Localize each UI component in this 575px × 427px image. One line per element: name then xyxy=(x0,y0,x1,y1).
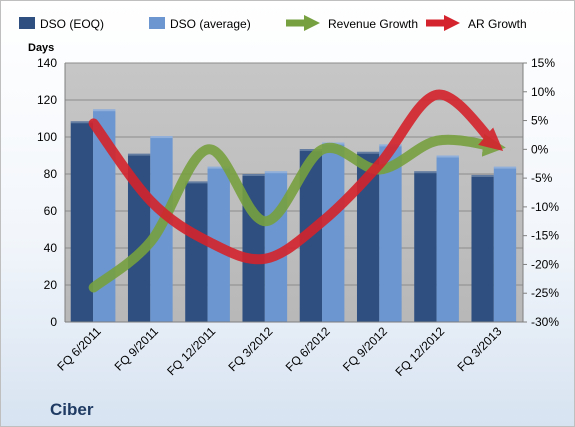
x-tick-label: FQ 9/2011 xyxy=(112,324,162,374)
y-tick-label: 40 xyxy=(44,241,58,255)
plot-area xyxy=(64,62,524,323)
x-tick-label: FQ 12/2011 xyxy=(164,324,218,378)
bar-dso-average xyxy=(93,109,116,322)
legend-label: DSO (average) xyxy=(170,17,251,31)
y2-tick-label: -25% xyxy=(531,286,559,300)
bar-dso-eoq xyxy=(414,171,437,322)
bar-dso-eoq xyxy=(70,121,94,323)
bar-dso-average xyxy=(379,144,402,322)
bar-highlight xyxy=(242,174,265,176)
x-tick-label: FQ 12/2012 xyxy=(393,324,448,379)
y2-tick-label: -5% xyxy=(531,171,553,185)
bar-highlight xyxy=(493,166,517,169)
x-tick-label: FQ 9/2012 xyxy=(340,324,390,374)
y-tick-label: 20 xyxy=(44,278,58,292)
bar-highlight xyxy=(127,153,151,156)
y2-tick-label: -15% xyxy=(531,229,559,243)
bar-highlight xyxy=(414,171,437,174)
bar-dso-eoq xyxy=(356,151,380,322)
bar-highlight xyxy=(185,181,208,184)
y2-tick-label: -30% xyxy=(531,315,559,329)
y-axis-right: -30% -25% -20% -15% -10% -5% 0% 5% 10% 15% xyxy=(523,56,559,329)
y-tick-label: 100 xyxy=(37,130,57,144)
bar-highlight xyxy=(93,109,116,112)
y-tick-label: 60 xyxy=(44,204,58,218)
legend-swatch xyxy=(19,17,35,29)
bar-dso-average xyxy=(493,166,517,322)
legend-label: DSO (EOQ) xyxy=(40,17,104,31)
y-axis-title: Days xyxy=(28,42,54,54)
legend-label: AR Growth xyxy=(468,17,527,31)
legend: DSO (EOQ) DSO (average) Revenue Growth AR G… xyxy=(19,14,527,32)
y2-tick-label: 10% xyxy=(531,85,555,99)
y-tick-label: 140 xyxy=(37,56,57,70)
y2-tick-label: -20% xyxy=(531,257,559,271)
line-ar-growth xyxy=(88,89,504,265)
x-tick-label: FQ 3/2012 xyxy=(226,324,276,374)
bar-highlight xyxy=(150,136,173,139)
bar-dso-eoq xyxy=(185,181,208,322)
bar-highlight xyxy=(356,151,380,154)
x-axis: FQ 6/2011 FQ 9/2011 FQ 12/2011 FQ 3/2012 FQ … xyxy=(54,324,504,379)
line-revenue-growth xyxy=(88,133,506,293)
y2-tick-label: 0% xyxy=(531,142,549,156)
x-tick-label: FQ 3/2013 xyxy=(455,324,505,374)
bar-highlight xyxy=(70,121,94,124)
legend-swatch xyxy=(149,17,165,29)
bar-dso-average xyxy=(436,155,459,322)
x-tick-label: FQ 6/2012 xyxy=(283,324,333,374)
bar-dso-average xyxy=(322,142,345,322)
bar-highlight xyxy=(436,155,459,158)
bar-highlight xyxy=(299,149,323,152)
y2-tick-label: 15% xyxy=(531,56,555,70)
bar-highlight xyxy=(471,174,494,177)
legend-label: Revenue Growth xyxy=(328,17,418,31)
bar-dso-eoq xyxy=(471,174,494,322)
x-tick-label: FQ 6/2011 xyxy=(54,324,104,374)
y-tick-label: 120 xyxy=(37,93,57,107)
y-tick-label: 0 xyxy=(50,315,57,329)
y-tick-label: 80 xyxy=(44,167,58,181)
bar-highlight xyxy=(264,171,288,174)
y-axis-left: 0 20 40 60 80 100 120 140 xyxy=(37,56,57,329)
bar-highlight xyxy=(207,166,230,169)
y2-tick-label: 5% xyxy=(531,114,549,128)
company-label: Ciber xyxy=(50,400,94,419)
y2-tick-label: -10% xyxy=(531,200,559,214)
